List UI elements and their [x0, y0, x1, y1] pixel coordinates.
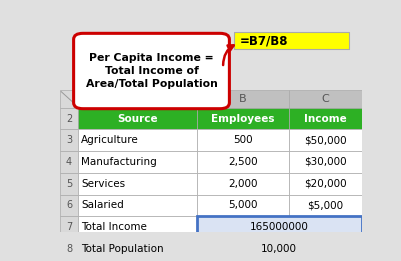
Text: $30,000: $30,000	[303, 157, 346, 167]
Text: Agriculture: Agriculture	[81, 135, 139, 145]
FancyBboxPatch shape	[196, 151, 288, 173]
Text: Per Capita Income =
Total Income of
Area/Total Population: Per Capita Income = Total Income of Area…	[85, 53, 217, 89]
Text: 5: 5	[66, 179, 72, 189]
FancyBboxPatch shape	[196, 216, 361, 238]
FancyBboxPatch shape	[59, 90, 196, 108]
FancyBboxPatch shape	[59, 216, 78, 238]
Text: Services: Services	[81, 179, 125, 189]
Text: 165000000: 165000000	[249, 222, 308, 232]
Text: 3: 3	[66, 135, 72, 145]
Text: Source: Source	[117, 114, 158, 123]
FancyBboxPatch shape	[78, 151, 196, 173]
FancyBboxPatch shape	[196, 260, 288, 261]
Text: 10,000: 10,000	[261, 244, 296, 254]
FancyBboxPatch shape	[59, 173, 78, 194]
FancyBboxPatch shape	[233, 32, 348, 49]
Text: 2,000: 2,000	[227, 179, 257, 189]
FancyBboxPatch shape	[288, 108, 361, 129]
Text: =B7/B8: =B7/B8	[239, 34, 287, 47]
Text: 6: 6	[66, 200, 72, 210]
Text: $50,000: $50,000	[303, 135, 346, 145]
Text: 4: 4	[66, 157, 72, 167]
FancyBboxPatch shape	[78, 129, 196, 151]
FancyBboxPatch shape	[288, 173, 361, 194]
Text: Manufacturing: Manufacturing	[81, 157, 157, 167]
Text: Income: Income	[303, 114, 346, 123]
FancyBboxPatch shape	[288, 216, 361, 238]
FancyBboxPatch shape	[196, 129, 288, 151]
FancyBboxPatch shape	[78, 260, 196, 261]
Text: 5,000: 5,000	[227, 200, 257, 210]
Text: $20,000: $20,000	[303, 179, 346, 189]
Text: $5,000: $5,000	[306, 200, 342, 210]
Text: B: B	[238, 94, 246, 104]
Text: 500: 500	[232, 135, 252, 145]
FancyBboxPatch shape	[196, 90, 288, 108]
FancyBboxPatch shape	[59, 194, 78, 216]
FancyBboxPatch shape	[196, 173, 288, 194]
Text: 2,500: 2,500	[227, 157, 257, 167]
FancyBboxPatch shape	[288, 238, 361, 260]
FancyBboxPatch shape	[59, 260, 78, 261]
FancyBboxPatch shape	[196, 216, 288, 238]
FancyBboxPatch shape	[59, 129, 78, 151]
FancyBboxPatch shape	[288, 151, 361, 173]
Text: 7: 7	[66, 222, 72, 232]
Text: Total Income: Total Income	[81, 222, 147, 232]
FancyBboxPatch shape	[288, 260, 361, 261]
FancyBboxPatch shape	[288, 194, 361, 216]
FancyBboxPatch shape	[78, 173, 196, 194]
FancyBboxPatch shape	[78, 260, 196, 261]
FancyBboxPatch shape	[78, 108, 196, 129]
FancyBboxPatch shape	[196, 194, 288, 216]
FancyBboxPatch shape	[59, 238, 78, 260]
FancyBboxPatch shape	[78, 216, 196, 238]
FancyBboxPatch shape	[196, 238, 361, 260]
FancyBboxPatch shape	[196, 260, 361, 261]
FancyBboxPatch shape	[288, 129, 361, 151]
Text: Salaried: Salaried	[81, 200, 124, 210]
Text: 2: 2	[66, 114, 72, 123]
FancyBboxPatch shape	[59, 151, 78, 173]
FancyBboxPatch shape	[78, 238, 196, 260]
FancyBboxPatch shape	[288, 90, 361, 108]
Text: Total Population: Total Population	[81, 244, 164, 254]
FancyBboxPatch shape	[196, 238, 288, 260]
Text: C: C	[320, 94, 328, 104]
FancyBboxPatch shape	[73, 33, 229, 109]
FancyBboxPatch shape	[78, 194, 196, 216]
FancyBboxPatch shape	[59, 108, 78, 129]
Text: Employees: Employees	[211, 114, 274, 123]
Text: 8: 8	[66, 244, 72, 254]
FancyBboxPatch shape	[196, 108, 288, 129]
